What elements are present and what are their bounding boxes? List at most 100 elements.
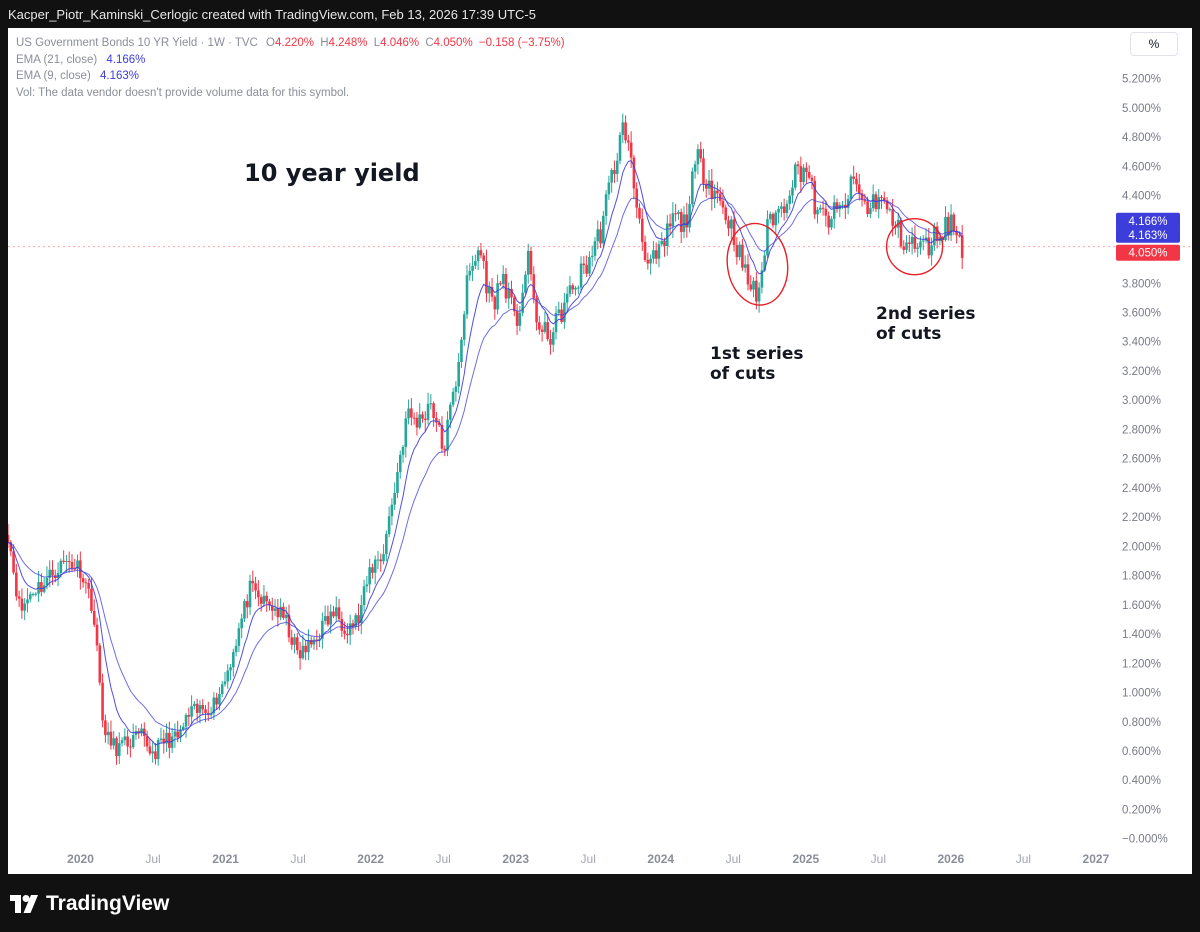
y-tick-label: 3.800% <box>1122 278 1161 290</box>
candle-body <box>485 261 488 294</box>
candle-body <box>793 164 797 188</box>
candle-body <box>802 167 805 183</box>
candle-body <box>117 743 121 756</box>
candle-body <box>81 578 85 583</box>
candle-body <box>376 559 380 561</box>
candle-body <box>657 244 661 259</box>
candle-body <box>134 731 138 735</box>
candle-body <box>487 287 491 294</box>
legend-ema21-row[interactable]: EMA (21, close) 4.166% <box>16 52 565 69</box>
high-value: 4.248% <box>328 37 368 49</box>
candle-body <box>332 611 335 617</box>
open-label: O <box>266 37 275 49</box>
candle-body <box>610 169 613 183</box>
price-label-box <box>1116 226 1180 243</box>
candle-body <box>482 255 486 262</box>
candle-body <box>412 417 416 419</box>
candle-body <box>696 149 700 165</box>
legend-symbol-row[interactable]: US Government Bonds 10 YR Yield · 1W · T… <box>16 35 565 52</box>
chart-panel[interactable]: 5.200%5.000%4.800%4.600%4.400%4.200%4.00… <box>8 28 1192 874</box>
x-tick-label: 2026 <box>938 852 965 866</box>
candle-body <box>596 229 600 242</box>
candle-body <box>810 177 814 181</box>
candle-body <box>165 732 168 744</box>
candle-body <box>807 172 811 178</box>
legend-ema9-row[interactable]: EMA (9, close) 4.163% <box>16 68 565 85</box>
candle-body <box>17 596 21 599</box>
candle-body <box>115 738 118 756</box>
x-tick-label: 2021 <box>212 852 239 866</box>
candle-body <box>474 261 477 266</box>
candle-body <box>126 736 129 747</box>
candle-body <box>437 422 441 425</box>
candle-body <box>407 408 410 419</box>
y-tick-label: 2.800% <box>1122 424 1161 436</box>
candle-body <box>579 263 583 288</box>
candle-body <box>112 738 116 746</box>
candle-body <box>554 313 558 333</box>
candle-body <box>315 639 319 641</box>
candle-body <box>451 391 455 405</box>
candle-body <box>48 569 52 578</box>
candle-body <box>732 219 736 246</box>
candle-body <box>910 236 914 244</box>
annotation-first-line2: of cuts <box>710 364 776 384</box>
price-chart[interactable]: 5.200%5.000%4.800%4.600%4.400%4.200%4.00… <box>8 28 1192 874</box>
candle-body <box>223 681 227 685</box>
annotation-second-line2: of cuts <box>876 324 942 344</box>
y-tick-label: 0.800% <box>1122 717 1161 729</box>
ema9-line <box>8 160 963 746</box>
candle-body <box>148 746 152 754</box>
candle-body <box>688 204 691 228</box>
candle-body <box>860 193 864 200</box>
candle-body <box>396 472 399 493</box>
candle-body <box>882 197 886 201</box>
candle-body <box>813 180 817 215</box>
candle-body <box>401 446 405 455</box>
candle-body <box>735 245 739 258</box>
candle-body <box>760 270 764 288</box>
candle-body <box>515 311 519 326</box>
candle-body <box>190 706 193 717</box>
y-tick-label: 2.000% <box>1122 541 1161 553</box>
candle-body <box>819 207 822 210</box>
candle-body <box>159 738 163 740</box>
candle-body <box>129 746 132 748</box>
symbol-name: US Government Bonds 10 YR Yield · 1W · T… <box>16 37 258 49</box>
candle-body <box>101 682 104 721</box>
candle-body <box>599 229 602 244</box>
candle-body <box>513 297 516 312</box>
x-tick-label: 2027 <box>1083 852 1110 866</box>
price-label-box <box>1116 212 1180 229</box>
candle-body <box>729 219 733 229</box>
candle-body <box>70 561 74 569</box>
candle-body <box>460 339 463 363</box>
x-tick-label: Jul <box>871 852 886 866</box>
candle-body <box>15 572 18 597</box>
candle-body <box>849 176 853 200</box>
candle-body <box>120 740 124 744</box>
tradingview-logo[interactable]: TradingView <box>10 892 169 916</box>
candle-body <box>785 203 789 213</box>
change-value: −0.158 (−3.75%) <box>478 37 565 49</box>
volume-note: Vol: The data vendor doesn't provide vol… <box>16 86 350 99</box>
candle-body <box>321 620 324 639</box>
candle-body <box>590 255 594 258</box>
candle-body <box>218 694 221 705</box>
price-labels: 4.166% 4.163% 4.050% <box>8 212 1192 261</box>
candle-body <box>304 645 307 653</box>
candle-body <box>960 235 964 258</box>
candle-body <box>568 285 572 294</box>
candle-body <box>45 577 49 586</box>
candle-body <box>326 616 330 625</box>
candle-body <box>504 274 508 299</box>
tradingview-wordmark: TradingView <box>46 892 170 915</box>
candle-body <box>743 264 747 268</box>
percent-scale-button[interactable]: % <box>1130 32 1178 56</box>
candle-body <box>410 408 413 418</box>
candle-body <box>385 534 388 555</box>
candle-body <box>768 214 772 220</box>
candle-body <box>885 200 889 210</box>
candle-body <box>830 218 833 228</box>
candle-body <box>265 595 269 602</box>
